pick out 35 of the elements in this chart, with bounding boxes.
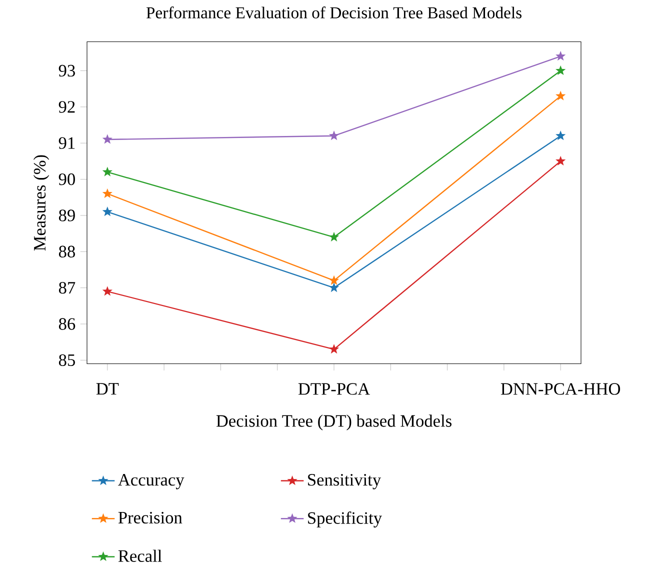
y-tick-label: 90 [58, 173, 75, 186]
legend-label: Accuracy [118, 474, 184, 490]
point [328, 275, 340, 285]
point [556, 130, 566, 140]
point [328, 130, 340, 140]
point [102, 206, 112, 216]
y-tick-label: 85 [58, 354, 75, 366]
point [556, 50, 566, 61]
x-tick-label: DNN-PCA-HHO [500, 383, 620, 395]
y-tick-label: 88 [58, 246, 75, 258]
point [556, 90, 566, 100]
y-tick-label: 87 [58, 282, 76, 294]
y-tick-label: 86 [58, 318, 76, 330]
legend-label: Precision [118, 512, 182, 524]
x-tick-label: DT [96, 383, 119, 395]
point [328, 344, 340, 354]
y-tick-label: 93 [58, 64, 75, 77]
legend-label: Specificity [308, 512, 382, 528]
point [556, 156, 566, 166]
y-axis-title: Measures (%) [33, 155, 50, 251]
point [556, 65, 566, 76]
y-tick-label: 89 [58, 210, 75, 222]
point [102, 188, 112, 198]
point [102, 166, 112, 176]
x-tick-label: DTP-PCA [298, 383, 370, 395]
legend-label: Sensitivity [308, 474, 382, 490]
point [102, 286, 112, 296]
point [328, 232, 340, 242]
y-tick-label: 91 [58, 137, 75, 149]
x-axis-title: Decision Tree (DT) based Models [216, 414, 452, 430]
chart-title: Performance Evaluation of Decision Tree Based Models [146, 6, 522, 18]
point [328, 282, 340, 292]
point [102, 134, 112, 144]
legend-label: Recall [118, 550, 162, 562]
y-tick-label: 92 [58, 101, 75, 113]
